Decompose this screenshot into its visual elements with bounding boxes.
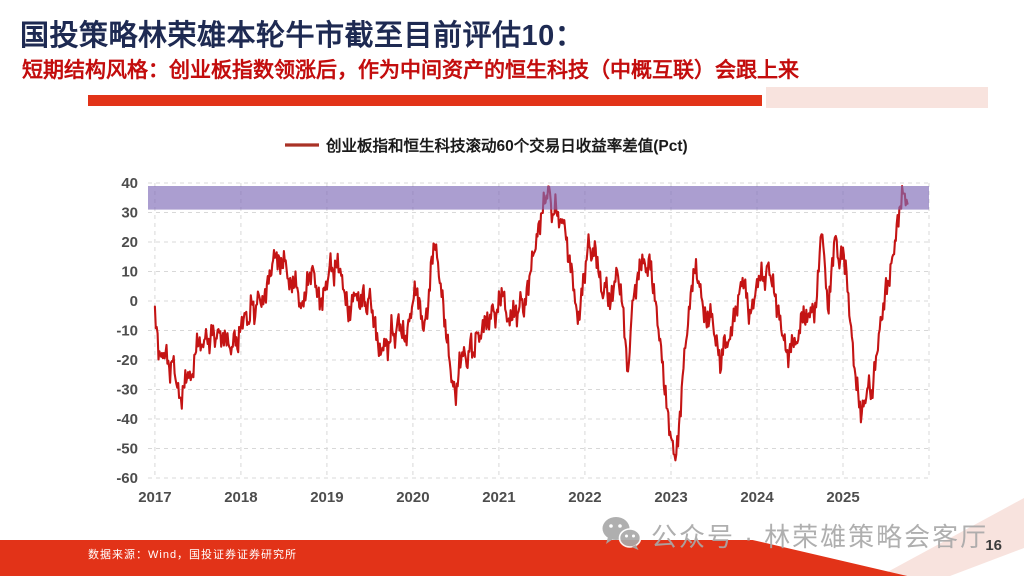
svg-text:2020: 2020 — [396, 489, 429, 506]
svg-text:20: 20 — [121, 234, 138, 251]
svg-text:2018: 2018 — [224, 489, 257, 506]
svg-text:2021: 2021 — [482, 489, 515, 506]
svg-text:-10: -10 — [116, 323, 138, 340]
wechat-icon — [600, 515, 642, 556]
svg-text:40: 40 — [121, 175, 138, 192]
svg-text:-60: -60 — [116, 470, 138, 487]
chart-highlight-band — [148, 186, 929, 210]
svg-text:-30: -30 — [116, 382, 138, 399]
svg-text:2025: 2025 — [826, 489, 859, 506]
footer-red-band — [0, 540, 908, 576]
svg-text:2023: 2023 — [654, 489, 687, 506]
svg-text:2019: 2019 — [310, 489, 343, 506]
legend-label: 创业板指和恒生科技滚动60个交易日收益率差值(Pct) — [325, 136, 688, 155]
page-number: 16 — [985, 537, 1002, 554]
svg-text:-20: -20 — [116, 352, 138, 369]
svg-text:30: 30 — [121, 205, 138, 222]
chart-gridlines — [148, 182, 930, 479]
watermark-text: 公众号 · 林荣雄策略会客厅 — [651, 522, 989, 552]
svg-text:10: 10 — [121, 264, 138, 281]
chart-area: 40 30 20 10 0 -10 -20 -30 -40 -50 -60 2017 2018 2019 2… — [60, 125, 1010, 510]
svg-text:2024: 2024 — [740, 489, 774, 506]
page-subtitle: 短期结构风格：创业板指数领涨后，作为中间资产的恒生科技（中概互联）会跟上来 — [22, 59, 799, 82]
watermark: 公众号 · 林荣雄策略会客厅 — [600, 515, 988, 556]
title-underline-bar — [88, 95, 762, 106]
svg-text:-50: -50 — [116, 441, 138, 458]
chart-legend: 创业板指和恒生科技滚动60个交易日收益率差值(Pct) — [285, 136, 688, 155]
header-pink-strip — [766, 87, 988, 108]
data-source-note: 数据来源：Wind，国投证券证券研究所 — [88, 549, 298, 561]
page-title: 国投策略林荣雄本轮牛市截至目前评估10： — [20, 20, 585, 52]
svg-text:2017: 2017 — [138, 489, 171, 506]
svg-text:-40: -40 — [116, 411, 138, 428]
svg-text:0: 0 — [130, 293, 138, 310]
chart-series-line — [153, 185, 909, 462]
svg-text:2022: 2022 — [568, 489, 601, 506]
